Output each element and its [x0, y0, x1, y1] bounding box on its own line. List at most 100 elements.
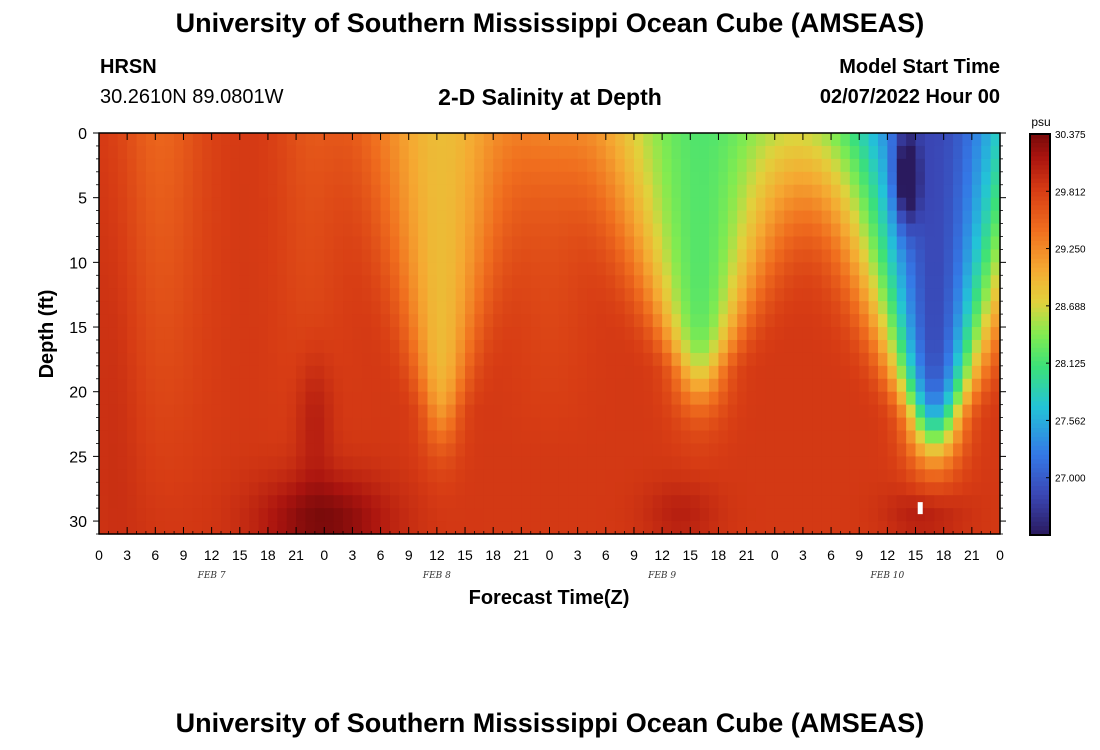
heatmap-cell: [906, 482, 917, 496]
heatmap-cell: [821, 249, 832, 263]
heatmap-cell: [896, 365, 907, 380]
heatmap-cell: [577, 443, 588, 457]
heatmap-cell: [812, 210, 823, 225]
heatmap-cell: [699, 521, 710, 535]
heatmap-cell: [643, 365, 654, 380]
heatmap-cell: [436, 327, 447, 341]
heatmap-cell: [784, 210, 795, 225]
heatmap-cell: [774, 469, 785, 483]
heatmap-cell: [314, 443, 325, 457]
heatmap-cell: [493, 158, 504, 173]
heatmap-cell: [896, 391, 907, 406]
heatmap-cell: [840, 339, 851, 354]
heatmap-cell: [887, 301, 898, 315]
heatmap-cell: [596, 391, 607, 406]
heatmap-cell: [699, 275, 710, 289]
heatmap-cell: [737, 378, 748, 393]
heatmap-cell: [230, 210, 241, 225]
heatmap-cell: [812, 171, 823, 186]
heatmap-cell: [164, 236, 175, 251]
heatmap-cell: [840, 314, 851, 328]
heatmap-cell: [333, 158, 344, 173]
heatmap-cell: [427, 365, 438, 380]
heatmap-cell: [840, 288, 851, 302]
heatmap-cell: [633, 249, 644, 263]
colorbar-cell: [1030, 330, 1050, 336]
heatmap-cell: [746, 275, 757, 289]
heatmap-cell: [521, 495, 532, 509]
heatmap-cell: [877, 352, 888, 367]
heatmap-cell: [596, 249, 607, 263]
heatmap-cell: [164, 430, 175, 445]
heatmap-cell: [117, 378, 128, 393]
heatmap-cell: [408, 417, 419, 432]
heatmap-cell: [652, 456, 663, 470]
heatmap-cell: [502, 249, 513, 263]
heatmap-cell: [418, 365, 429, 380]
heatmap-cell: [624, 443, 635, 457]
heatmap-cell: [671, 469, 682, 483]
heatmap-cell: [943, 352, 954, 367]
heatmap-cell: [399, 508, 410, 522]
heatmap-cell: [436, 262, 447, 276]
heatmap-cell: [267, 158, 278, 173]
heatmap-cell: [249, 469, 260, 483]
heatmap-cell: [436, 378, 447, 393]
heatmap-cell: [934, 430, 945, 445]
heatmap-cell: [483, 495, 494, 509]
heatmap-cell: [821, 158, 832, 173]
heatmap-cell: [737, 314, 748, 328]
heatmap-cell: [624, 456, 635, 470]
heatmap-cell: [793, 197, 804, 212]
heatmap-cell: [493, 249, 504, 263]
heatmap-cell: [380, 365, 391, 380]
heatmap-cell: [906, 236, 917, 251]
heatmap-cell: [887, 275, 898, 289]
heatmap-cell: [371, 236, 382, 251]
heatmap-cell: [202, 469, 213, 483]
heatmap-cell: [643, 339, 654, 354]
heatmap-cell: [831, 352, 842, 367]
heatmap-cell: [211, 288, 222, 302]
heatmap-cell: [408, 236, 419, 251]
heatmap-cell: [333, 327, 344, 341]
heatmap-cell: [680, 210, 691, 225]
heatmap-cell: [483, 184, 494, 199]
heatmap-cell: [465, 262, 476, 276]
heatmap-cell: [765, 301, 776, 315]
heatmap-cell: [831, 210, 842, 225]
heatmap-cell: [615, 404, 626, 419]
heatmap-cell: [962, 158, 973, 173]
heatmap-cell: [971, 378, 982, 393]
heatmap-cell: [990, 262, 1001, 276]
heatmap-cell: [371, 223, 382, 238]
heatmap-cell: [314, 482, 325, 496]
heatmap-cell: [361, 301, 372, 315]
heatmap-cell: [680, 378, 691, 393]
heatmap-cell: [680, 184, 691, 199]
colorbar-cell: [1030, 396, 1050, 402]
heatmap-cell: [549, 275, 560, 289]
heatmap-cell: [174, 404, 185, 419]
heatmap-cell: [558, 314, 569, 328]
heatmap-cell: [145, 469, 156, 483]
heatmap-cell: [962, 236, 973, 251]
heatmap-cell: [333, 197, 344, 212]
heatmap-cell: [755, 223, 766, 238]
heatmap-cell: [943, 378, 954, 393]
heatmap-cell: [164, 327, 175, 341]
heatmap-cell: [934, 521, 945, 535]
heatmap-cell: [793, 404, 804, 419]
heatmap-cell: [436, 145, 447, 160]
heatmap-cell: [962, 210, 973, 225]
heatmap-cell: [343, 417, 354, 432]
heatmap-cell: [990, 391, 1001, 406]
heatmap-cell: [493, 391, 504, 406]
heatmap-cell: [174, 327, 185, 341]
heatmap-cell: [211, 391, 222, 406]
heatmap-cell: [230, 495, 241, 509]
heatmap-cell: [633, 456, 644, 470]
heatmap-cell: [896, 145, 907, 160]
heatmap-cell: [831, 417, 842, 432]
heatmap-cell: [183, 469, 194, 483]
